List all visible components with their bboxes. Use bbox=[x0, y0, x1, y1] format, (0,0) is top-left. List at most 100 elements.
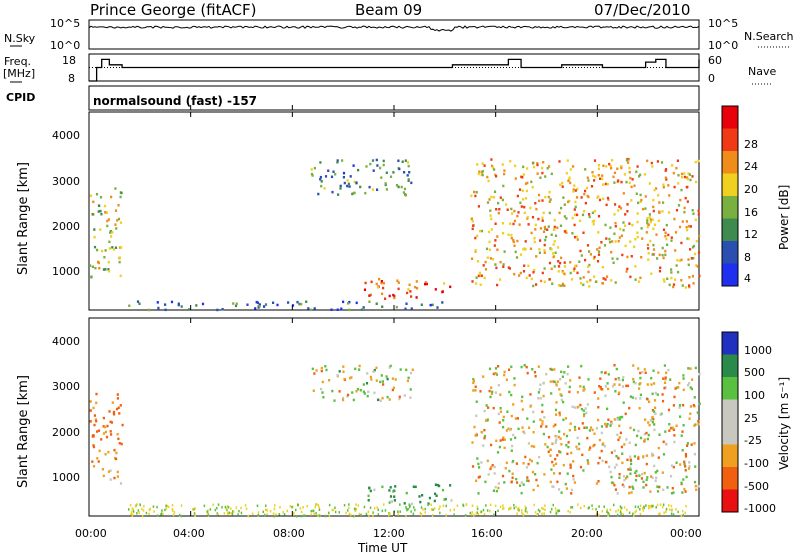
power-cell bbox=[633, 245, 636, 248]
power-cell bbox=[496, 248, 499, 251]
velocity-cell bbox=[521, 511, 523, 515]
power-cell bbox=[618, 236, 621, 239]
velocity-cell bbox=[379, 399, 382, 402]
velocity-cell bbox=[474, 385, 477, 388]
power-cell bbox=[401, 160, 404, 163]
power-cell bbox=[529, 206, 532, 210]
power-cell bbox=[543, 225, 546, 229]
velocity-cell bbox=[328, 379, 331, 382]
power-cell bbox=[407, 179, 410, 182]
power-cell bbox=[104, 249, 107, 252]
velocity-cell bbox=[247, 514, 249, 518]
velocity-cell bbox=[137, 509, 140, 512]
velocity-cell bbox=[510, 480, 513, 484]
velocity-cell bbox=[586, 459, 589, 462]
velocity-cell bbox=[566, 372, 569, 376]
power-cell bbox=[651, 253, 654, 256]
velocity-cell bbox=[592, 444, 595, 448]
power-cell bbox=[563, 265, 567, 268]
velocity-cell bbox=[489, 509, 491, 513]
velocity-cell bbox=[685, 475, 688, 479]
velocity-cell bbox=[606, 422, 609, 426]
velocity-cell bbox=[573, 425, 577, 429]
velocity-cell bbox=[377, 513, 380, 516]
power-cell bbox=[626, 255, 629, 259]
power-cell bbox=[590, 185, 594, 188]
velocity-cell bbox=[428, 496, 431, 500]
velocity-cell bbox=[410, 502, 413, 506]
power-cell bbox=[646, 159, 649, 163]
velocity-cell bbox=[513, 383, 516, 387]
power-cell bbox=[381, 292, 384, 296]
velocity-cell bbox=[132, 510, 135, 513]
velocity-cell bbox=[449, 484, 452, 487]
power-cell bbox=[630, 255, 633, 258]
velocity-cell bbox=[682, 424, 685, 427]
power-heatmap bbox=[89, 157, 701, 312]
power-cell bbox=[664, 231, 667, 234]
velocity-cell bbox=[494, 504, 497, 508]
power-cell bbox=[485, 247, 489, 251]
power-cell bbox=[363, 288, 367, 291]
velocity-cell bbox=[641, 371, 644, 374]
velocity-cell bbox=[389, 486, 392, 489]
velocity-cell bbox=[109, 420, 112, 424]
power-cell bbox=[657, 194, 660, 197]
velocity-cell bbox=[444, 497, 447, 501]
velocity-cell bbox=[191, 508, 194, 511]
power-cell bbox=[597, 253, 601, 256]
power-cell bbox=[617, 239, 620, 243]
power-cell bbox=[470, 217, 473, 221]
power-cell bbox=[258, 305, 261, 308]
power-cell bbox=[608, 237, 611, 241]
velocity-cell bbox=[225, 507, 228, 510]
power-cell bbox=[381, 305, 384, 308]
velocity-cell bbox=[601, 388, 604, 391]
velocity-cell bbox=[653, 382, 656, 385]
velocity-cell bbox=[607, 418, 610, 421]
velocity-cell bbox=[510, 449, 513, 452]
velocity-cell bbox=[310, 509, 312, 513]
velocity-cell bbox=[216, 512, 218, 515]
velocity-cell bbox=[521, 395, 524, 399]
power-cell bbox=[626, 203, 629, 206]
velocity-cell bbox=[464, 514, 467, 517]
velocity-cell bbox=[471, 504, 474, 507]
velocity-cell bbox=[597, 461, 600, 465]
velocity-cell bbox=[92, 406, 95, 410]
velocity-cell bbox=[568, 390, 571, 394]
power-cell bbox=[340, 307, 343, 310]
power-cell bbox=[569, 261, 572, 264]
velocity-cell bbox=[388, 398, 391, 401]
velocity-cell bbox=[503, 373, 506, 377]
beam-label: Beam 09 bbox=[355, 1, 423, 19]
power-cell bbox=[382, 163, 385, 167]
velocity-cell bbox=[539, 383, 542, 386]
power-cell bbox=[677, 270, 680, 274]
power-cell bbox=[307, 307, 310, 310]
velocity-cell bbox=[325, 368, 328, 372]
velocity-cell bbox=[354, 509, 357, 513]
velocity-cell bbox=[509, 438, 513, 441]
power-cell bbox=[507, 266, 510, 269]
power-cell bbox=[488, 248, 491, 251]
velocity-cell bbox=[495, 439, 498, 443]
velocity-cell bbox=[576, 447, 579, 451]
velocity-cell bbox=[634, 511, 636, 514]
power-cell bbox=[106, 219, 109, 223]
velocity-cell bbox=[273, 515, 276, 518]
velocity-cell bbox=[541, 422, 544, 426]
power-cell bbox=[410, 307, 413, 310]
velocity-cell bbox=[523, 364, 526, 367]
velocity-cell bbox=[543, 512, 545, 515]
velocity-cell bbox=[658, 485, 661, 489]
power-cell bbox=[592, 219, 596, 223]
velocity-cell bbox=[381, 485, 384, 489]
velocity-cell bbox=[156, 514, 159, 517]
power-cell bbox=[658, 269, 662, 273]
power-cell bbox=[104, 211, 107, 214]
power-cell bbox=[516, 239, 519, 243]
velocity-cell bbox=[564, 482, 567, 486]
velocity-cell bbox=[435, 494, 438, 497]
vel-cb-tick-m25: -25 bbox=[744, 434, 762, 447]
